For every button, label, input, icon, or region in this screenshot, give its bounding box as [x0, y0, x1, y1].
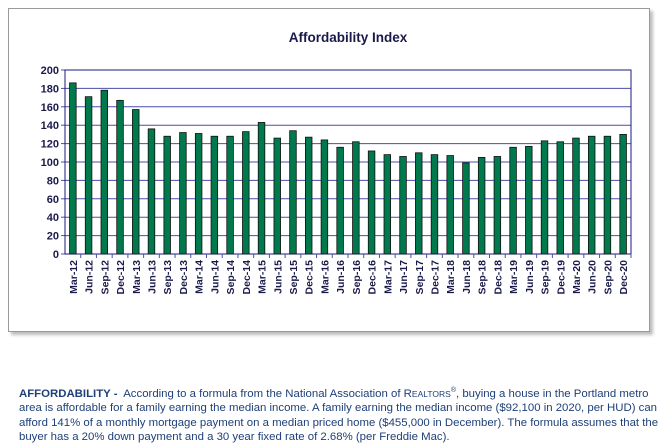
- x-tick-label: Sep-13: [162, 260, 174, 295]
- caption-reg: ®: [450, 387, 456, 395]
- bar-Jun-13: [147, 128, 156, 255]
- bar-Dec-20: [619, 134, 627, 255]
- x-tick-label: Dec-13: [178, 260, 190, 295]
- bar-Mar-17: [383, 154, 392, 255]
- x-tick-label: Jun-15: [272, 260, 284, 294]
- x-tick-label: Sep-15: [288, 260, 300, 295]
- x-tick-label: Jun-19: [524, 260, 536, 294]
- bar-Jun-20: [587, 135, 596, 255]
- y-tick-label: 140: [41, 120, 59, 132]
- bar-Dec-16: [367, 150, 376, 255]
- bar-Sep-14: [226, 135, 234, 255]
- bar-Mar-18: [446, 155, 454, 255]
- bar-Jun-15: [273, 137, 281, 255]
- y-tick-label: 40: [47, 212, 59, 224]
- bar-Dec-15: [304, 136, 313, 255]
- affordability-chart: Affordability Index 0 20 40 60 80 100 120 140 160…: [41, 30, 632, 295]
- x-tick-label: Dec-15: [304, 260, 316, 295]
- x-tick-label: Mar-17: [382, 260, 394, 294]
- bar-Jun-17: [399, 156, 407, 255]
- y-tick-label: 20: [47, 231, 59, 243]
- x-tick-label: Mar-16: [319, 260, 331, 294]
- bar-Sep-13: [163, 135, 171, 255]
- bar-Sep-16: [352, 141, 360, 255]
- bar-Dec-18: [493, 156, 502, 255]
- caption-realtors: EALTORS: [411, 389, 451, 400]
- bar-Mar-13: [132, 109, 140, 255]
- y-tick-label: 100: [41, 157, 59, 169]
- x-tick-label: Dec-14: [241, 260, 253, 295]
- bar-Sep-18: [477, 156, 486, 255]
- x-tick-label: Jun-20: [587, 260, 599, 294]
- bar-Sep-19: [540, 140, 549, 255]
- x-tick-label: Sep-19: [540, 260, 552, 295]
- y-tick-label: 160: [41, 102, 59, 114]
- caption-heading: AFFORDABILITY -: [19, 388, 118, 401]
- x-tick-label: Sep-20: [602, 260, 614, 295]
- bar-Sep-15: [289, 130, 297, 255]
- x-tick-label: Mar-20: [571, 260, 583, 294]
- y-tick-label: 80: [47, 175, 59, 187]
- x-tick-label: Jun-12: [84, 260, 96, 294]
- bar-Jun-18: [462, 162, 470, 255]
- bar-Sep-12: [100, 89, 109, 255]
- bar-Mar-15: [257, 122, 266, 255]
- x-tick-label: Sep-14: [225, 260, 237, 295]
- x-tick-label: Dec-16: [367, 260, 379, 295]
- x-tick-label: Dec-18: [492, 260, 504, 295]
- x-tick-label: Mar-14: [194, 260, 206, 294]
- affordability-caption: AFFORDABILITY - According to a formula f…: [19, 384, 659, 444]
- x-tick-label: Sep-12: [99, 260, 111, 295]
- bar-Jun-16: [336, 146, 344, 255]
- x-tick-label: Jun-13: [146, 260, 158, 294]
- bar-Sep-20: [603, 135, 612, 255]
- y-tick-label: 0: [53, 249, 59, 261]
- x-tick-label: Sep-16: [351, 260, 363, 295]
- caption-text-after: , buying a house in the Portland metro a…: [19, 388, 659, 444]
- chart-frame: Affordability Index 0 20 40 60 80 100 120 140 160…: [8, 8, 650, 332]
- x-tick-label: Mar-19: [508, 260, 520, 294]
- bar-Mar-19: [509, 146, 517, 255]
- x-tick-label: Dec-17: [429, 260, 441, 295]
- x-tick-label: Jun-17: [398, 260, 410, 294]
- x-tick-label: Jun-16: [335, 260, 347, 294]
- x-tick-label: Dec-19: [555, 260, 567, 295]
- bar-Mar-12: [69, 82, 77, 255]
- bar-Dec-13: [179, 132, 187, 255]
- bar-Jun-12: [84, 96, 93, 255]
- x-tick-label: Dec-20: [618, 260, 630, 295]
- y-tick-label: 60: [47, 194, 59, 206]
- x-tick-label: Mar-12: [68, 260, 80, 294]
- x-tick-label: Dec-12: [115, 260, 127, 295]
- bar-Sep-17: [415, 152, 423, 255]
- caption-text-before: According to a formula from the National…: [123, 388, 412, 401]
- x-tick-label: Mar-13: [131, 260, 143, 294]
- x-tick-label: Sep-17: [414, 260, 426, 295]
- bar-Jun-19: [525, 145, 533, 255]
- y-tick-label: 120: [41, 139, 59, 151]
- x-tick-label: Jun-18: [461, 260, 473, 294]
- y-tick-label: 180: [41, 83, 59, 95]
- bar-Mar-20: [572, 137, 580, 255]
- bar-Mar-14: [194, 133, 203, 255]
- bar-Dec-14: [242, 131, 250, 255]
- y-tick-label: 200: [41, 65, 59, 77]
- bar-Mar-16: [320, 139, 329, 255]
- bar-Dec-12: [116, 99, 124, 255]
- chart-title: Affordability Index: [289, 30, 408, 45]
- x-tick-label: Sep-18: [477, 260, 489, 295]
- bar-Jun-14: [210, 135, 219, 255]
- x-tick-label: Mar-18: [445, 260, 457, 294]
- x-tick-label: Jun-14: [209, 260, 221, 294]
- x-tick-label: Mar-15: [257, 260, 269, 294]
- bar-Dec-19: [556, 141, 564, 255]
- bar-Dec-17: [430, 154, 439, 255]
